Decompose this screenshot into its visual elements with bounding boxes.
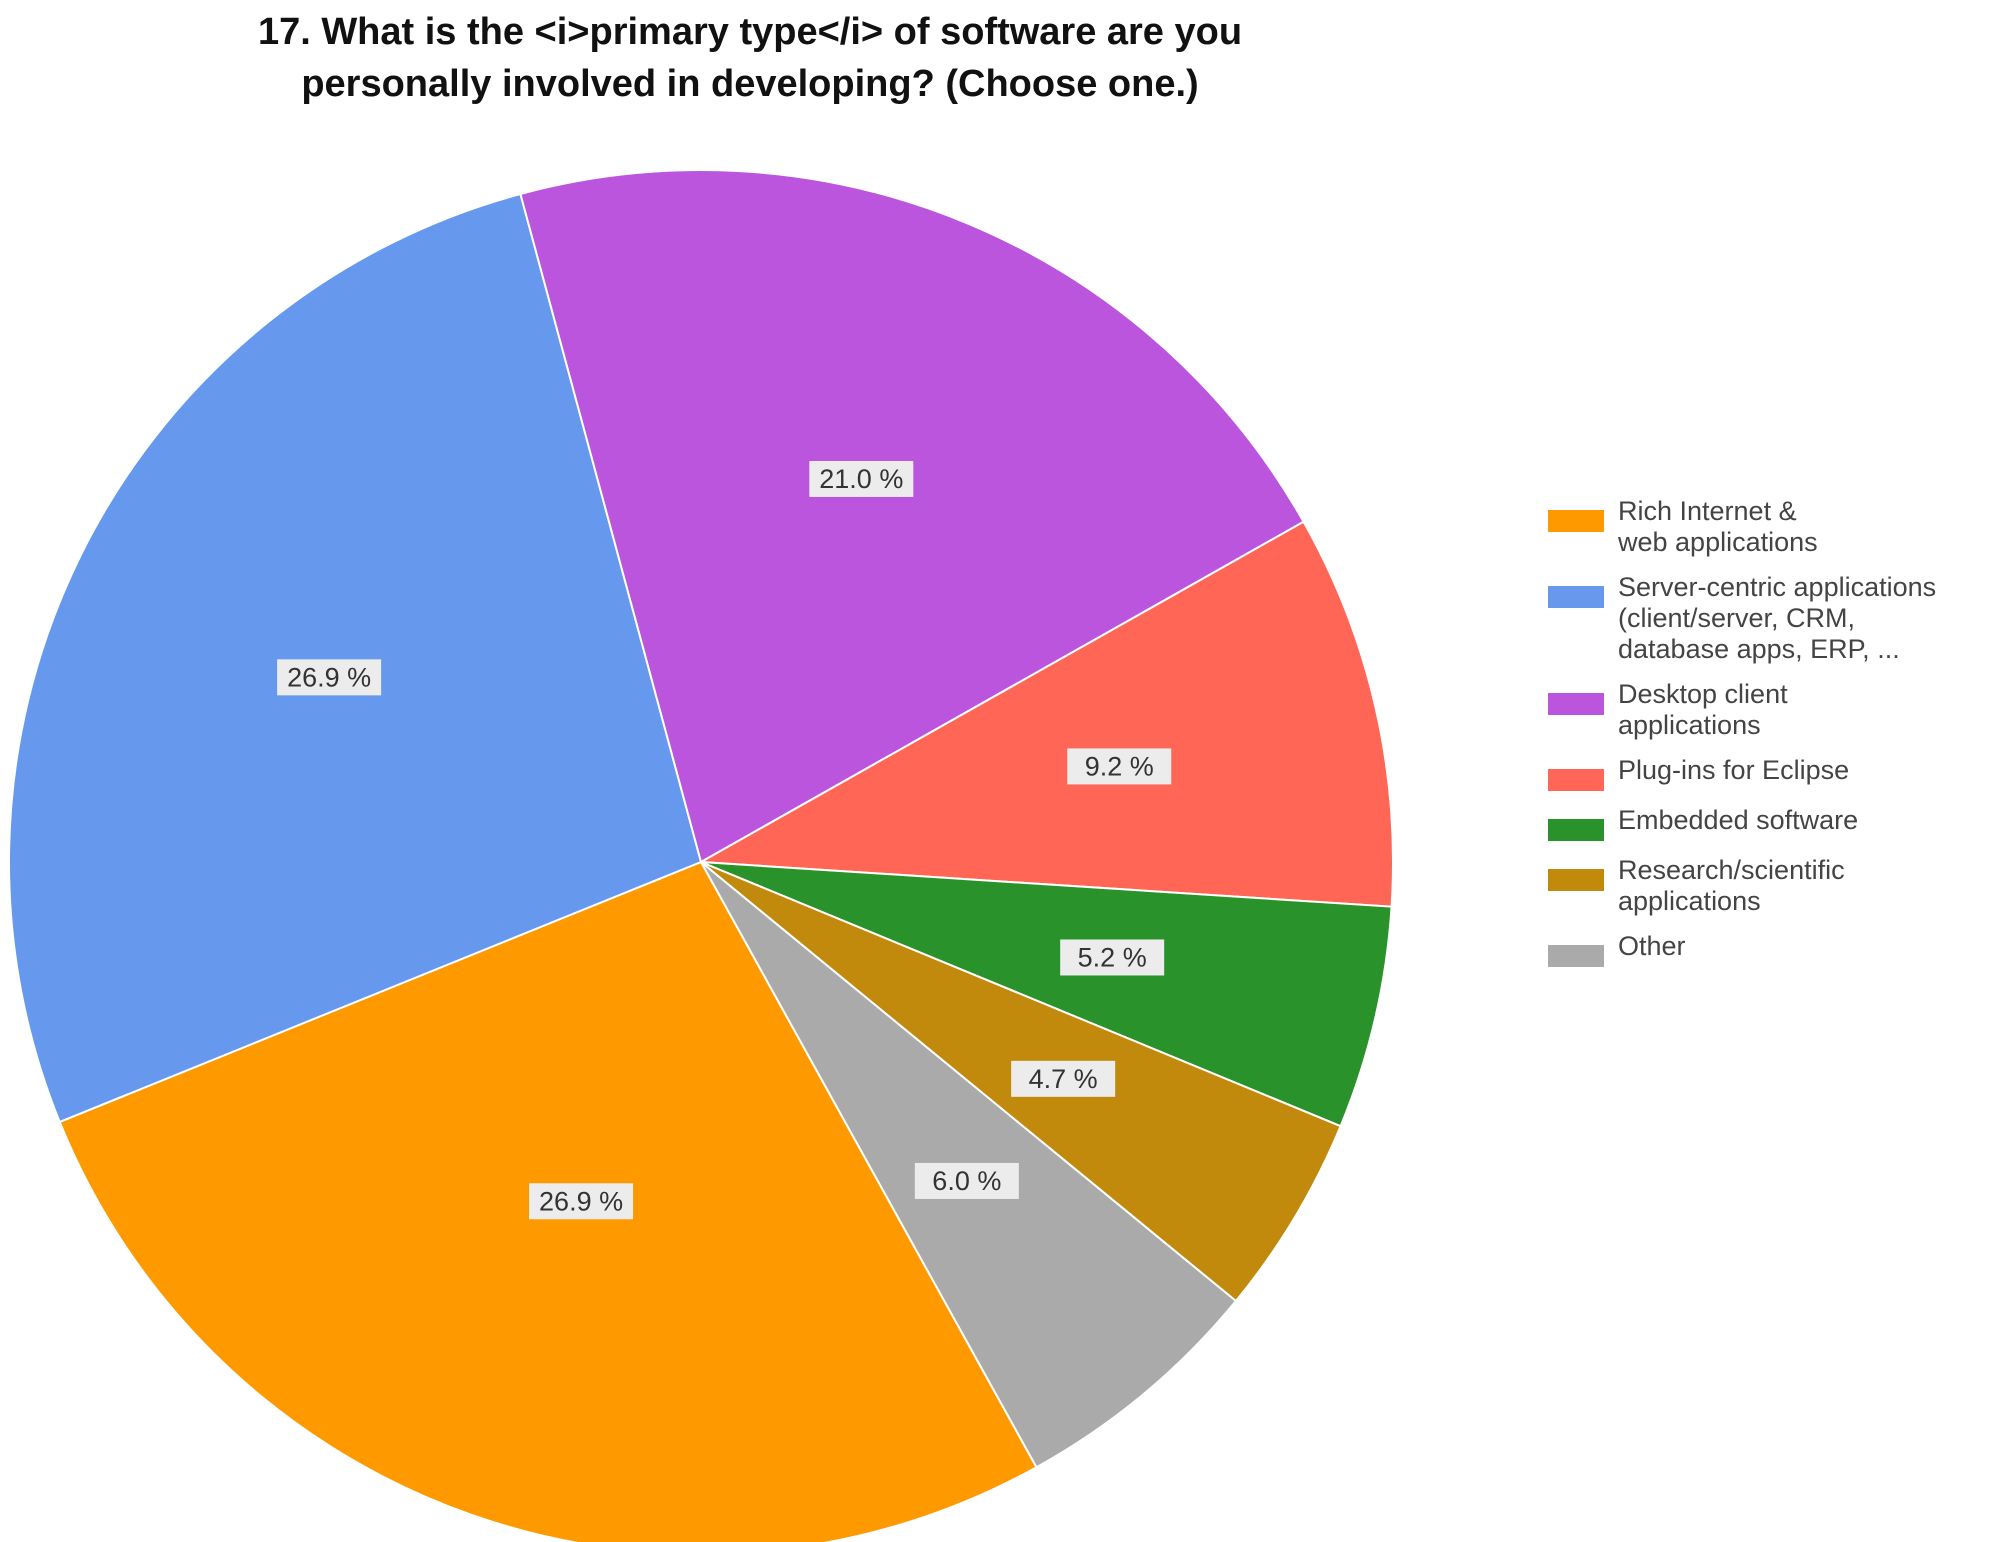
slice-data-label: 5.2 % [1078, 942, 1147, 972]
slice-label-background [809, 460, 914, 497]
pie-slice [697, 520, 1394, 908]
legend-label-line: (client/server, CRM, [1618, 603, 1856, 633]
slice-label-group: 26.9 % [529, 1183, 634, 1220]
legend-swatch [1548, 869, 1604, 891]
legend-item: Server-centric applications (client/serve… [1548, 572, 1988, 665]
legend-item: Research/scientific applications [1548, 855, 1988, 917]
legend-label-line: database apps, ERP, ... [1618, 634, 1900, 664]
slice-label-group: 6.0 % [914, 1162, 1019, 1199]
slice-label-group: 9.2 % [1067, 748, 1172, 785]
pie-slice [519, 169, 1305, 864]
slice-label-group: 26.9 % [277, 659, 382, 696]
legend-swatch [1548, 945, 1604, 967]
legend-label-line: Other [1618, 931, 1686, 961]
legend-swatch [1548, 693, 1604, 715]
legend-label-line: Embedded software [1618, 805, 1859, 835]
legend-label: Rich Internet & web applications [1618, 496, 1988, 558]
slice-data-label: 9.2 % [1085, 751, 1154, 781]
legend-label: Server-centric applications (client/serve… [1618, 572, 1988, 665]
slice-label-group: 4.7 % [1011, 1060, 1116, 1097]
pie-slice [8, 192, 703, 1124]
legend-label: Research/scientific applications [1618, 855, 1988, 917]
legend-swatch [1548, 819, 1604, 841]
legend: Rich Internet & web applications Server-ce… [1548, 496, 1988, 981]
slice-label-group: 5.2 % [1060, 939, 1165, 976]
legend-label-line: Rich Internet & [1618, 496, 1797, 526]
legend-swatch [1548, 510, 1604, 532]
legend-swatch [1548, 769, 1604, 791]
slice-data-label: 26.9 % [287, 662, 371, 692]
legend-item: Other [1548, 931, 1988, 967]
legend-label-line: Server-centric applications [1618, 572, 1937, 602]
slice-data-label: 26.9 % [539, 1186, 623, 1216]
legend-item: Embedded software [1548, 805, 1988, 841]
legend-label: Plug-ins for Eclipse [1618, 755, 1988, 786]
chart-title: 17. What is the <i>primary type</i> of s… [40, 6, 1460, 110]
pie-slice [700, 861, 1393, 1128]
slice-label-background [529, 1183, 634, 1220]
slice-label-background [277, 659, 382, 696]
slice-label-background [1011, 1060, 1116, 1097]
legend-swatch [1548, 586, 1604, 608]
legend-label-line: web applications [1618, 527, 1818, 557]
slice-label-group: 21.0 % [809, 460, 914, 497]
legend-label-line: Desktop client [1618, 679, 1788, 709]
slice-label-background [914, 1162, 1019, 1199]
slice-label-background [1067, 748, 1172, 785]
legend-label: Other [1618, 931, 1988, 962]
slice-label-background [1060, 939, 1165, 976]
legend-item: Rich Internet & web applications [1548, 496, 1988, 558]
chart-title-line-1: 17. What is the <i>primary type</i> of s… [257, 11, 1243, 53]
legend-label-line: applications [1618, 710, 1761, 740]
slice-data-label: 6.0 % [932, 1166, 1001, 1196]
legend-label: Desktop client applications [1618, 679, 1988, 741]
chart-title-line-2: personally involved in developing? (Choo… [301, 63, 1199, 105]
legend-label-line: Plug-ins for Eclipse [1618, 755, 1850, 785]
slice-data-label: 21.0 % [819, 464, 903, 494]
legend-label-line: Research/scientific [1618, 855, 1845, 885]
legend-item: Desktop client applications [1548, 679, 1988, 741]
legend-label-line: applications [1618, 886, 1761, 916]
legend-item: Plug-ins for Eclipse [1548, 755, 1988, 791]
pie-chart: 26.9 % 26.9 % 21.0 % 9.2 % 5.2 % 4.7 % 6.0 % [8, 169, 1394, 1542]
slice-data-label: 4.7 % [1029, 1064, 1098, 1094]
legend-label: Embedded software [1618, 805, 1988, 836]
